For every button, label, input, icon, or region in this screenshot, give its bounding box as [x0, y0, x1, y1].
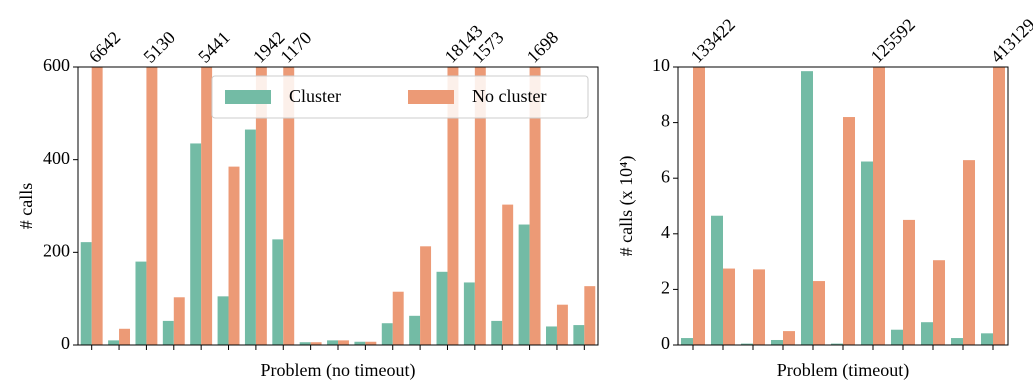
bar: [933, 260, 945, 345]
legend-label: No cluster: [472, 86, 546, 106]
bar: [474, 67, 486, 345]
bar: [831, 343, 843, 345]
bar: [173, 297, 185, 345]
legend-box: [211, 75, 589, 119]
bar: [951, 338, 963, 345]
bar: [381, 323, 393, 345]
bar: [338, 340, 349, 345]
y-tick-label: 10: [652, 55, 670, 75]
bar: [843, 117, 855, 345]
bar: [365, 341, 377, 345]
plot-area: [80, 67, 596, 345]
bar: [813, 281, 825, 345]
bar: [981, 333, 993, 345]
value-label: 1698: [523, 27, 563, 67]
bar: [135, 261, 147, 345]
bar: [681, 338, 693, 345]
value-label: 6642: [85, 27, 125, 67]
bar: [741, 343, 753, 345]
bar: [921, 322, 933, 345]
bar: [146, 67, 158, 345]
plot-area: [681, 67, 1005, 345]
bar: [420, 246, 432, 345]
value-label: 5441: [194, 27, 234, 67]
y-tick-label: 400: [43, 148, 70, 168]
bar: [723, 268, 735, 345]
legend-swatch: [408, 90, 454, 104]
y-tick-label: 2: [661, 278, 670, 298]
bar: [463, 282, 475, 345]
bar: [891, 329, 903, 345]
bar: [993, 67, 1005, 345]
bar: [310, 342, 322, 345]
bar: [228, 166, 240, 345]
bar: [162, 320, 174, 345]
value-label: 1170: [276, 28, 315, 67]
bar: [711, 215, 723, 345]
bar: [201, 67, 213, 345]
value-label: 133422: [687, 14, 739, 66]
bar: [801, 71, 813, 345]
y-axis-label: # calls (x 10⁴): [616, 156, 637, 257]
bar: [436, 271, 448, 345]
bar: [873, 67, 885, 345]
x-axis-label: Problem (no timeout): [261, 360, 416, 381]
bar: [327, 340, 338, 345]
y-tick-label: 8: [661, 111, 670, 131]
bar: [447, 67, 459, 345]
bar: [529, 67, 541, 345]
bar: [354, 341, 366, 345]
x-axis-label: Problem (timeout): [777, 360, 909, 381]
legend: Cluster No cluster: [211, 75, 589, 119]
value-label: 125592: [867, 14, 919, 66]
legend-swatch: [225, 90, 271, 104]
legend-label: Cluster: [289, 86, 341, 106]
bar: [573, 325, 585, 345]
y-tick-label: 600: [43, 55, 70, 75]
bar: [91, 67, 103, 345]
value-label: 413129: [987, 14, 1033, 66]
axes-frame: [77, 66, 599, 346]
bar: [272, 239, 284, 345]
y-tick-label: 0: [61, 333, 70, 353]
bar: [244, 129, 256, 345]
y-tick-label: 4: [661, 222, 670, 242]
bar: [556, 304, 568, 345]
y-tick-label: 0: [661, 333, 670, 353]
bar: [255, 67, 267, 345]
bar: [753, 269, 765, 345]
bar: [693, 67, 705, 345]
bar: [217, 296, 229, 345]
bar: [283, 67, 295, 345]
bar: [409, 315, 421, 345]
bar: [119, 328, 130, 345]
bar: [771, 339, 783, 345]
bar: [903, 219, 915, 345]
bar: [546, 326, 557, 345]
bar: [963, 160, 975, 345]
bar: [584, 286, 596, 345]
bar: [783, 331, 795, 345]
bar: [392, 291, 404, 345]
bar: [108, 340, 120, 345]
bar: [861, 161, 873, 345]
bar: [518, 224, 530, 345]
value-label: 5130: [139, 27, 179, 67]
bar: [502, 204, 514, 345]
y-axis-label: # calls: [16, 183, 36, 230]
y-tick-label: 6: [661, 166, 670, 186]
bar: [491, 320, 503, 345]
axes-frame: [677, 66, 1009, 346]
bar: [80, 242, 92, 345]
bar: [190, 143, 202, 345]
y-tick-label: 200: [43, 240, 70, 260]
bar: [299, 342, 311, 345]
